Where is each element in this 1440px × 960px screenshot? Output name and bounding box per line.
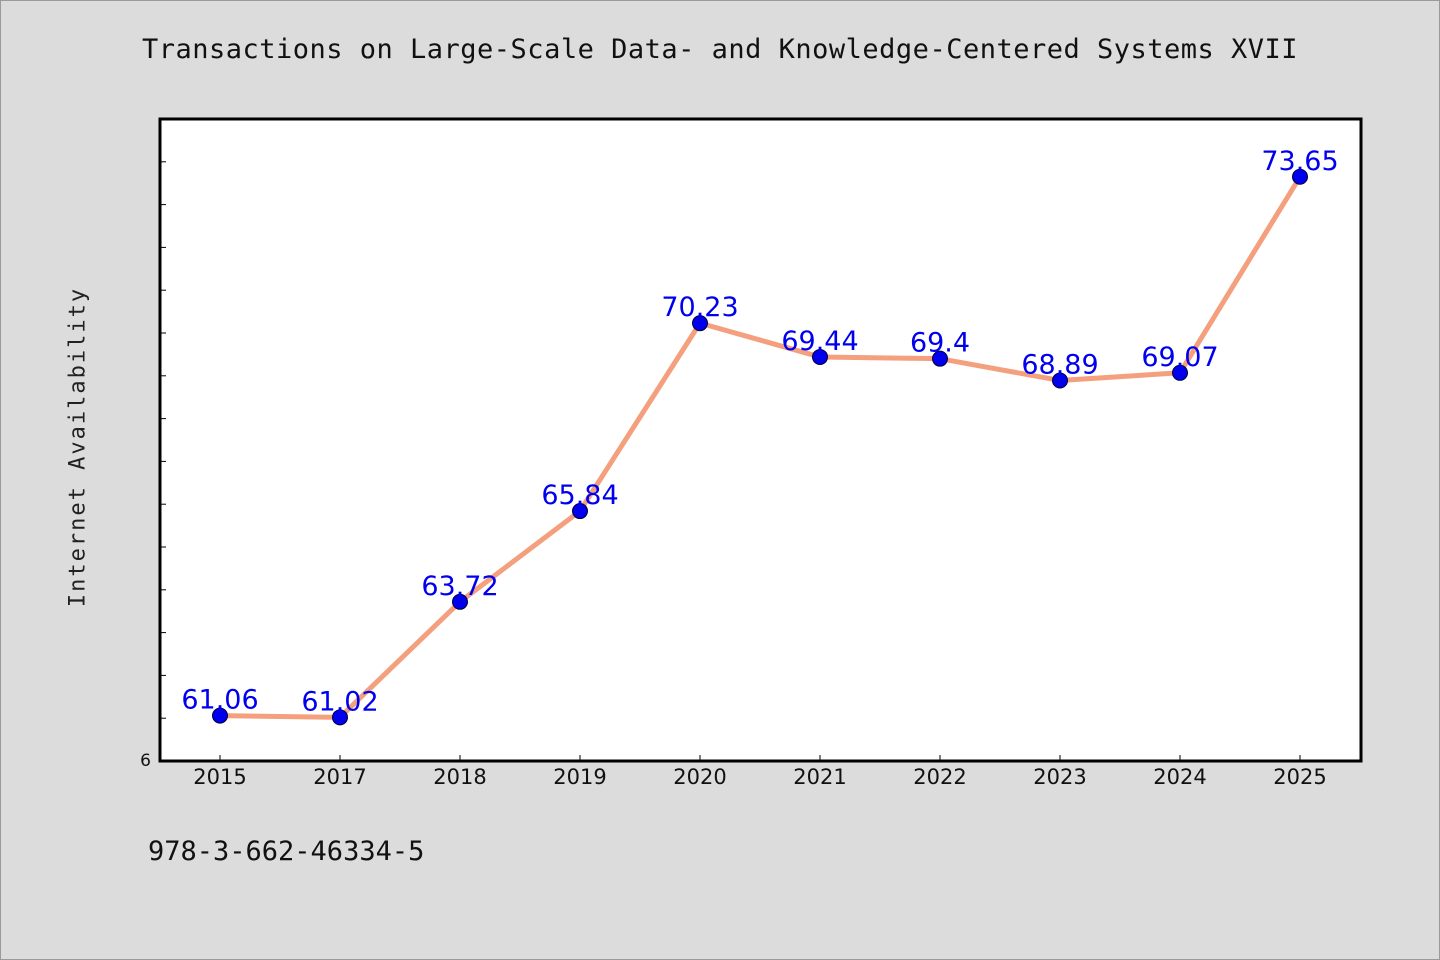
- data-labels: 61.06 61.02 63.72 65.84 70.23 69.44 69.4 68.89 6…: [181, 146, 1338, 718]
- x-tick-label: 2020: [673, 765, 726, 789]
- x-tick-label: 2017: [313, 765, 366, 789]
- data-point: [1172, 364, 1188, 381]
- series-line: [217, 174, 1303, 720]
- data-point: [452, 593, 468, 610]
- data-label: 61.02: [301, 686, 378, 717]
- isbn-text: 978-3-662-46334-5: [148, 836, 425, 867]
- data-label: 69.44: [781, 326, 858, 357]
- chart-title: Transactions on Large-Scale Data- and Kn…: [141, 34, 1299, 65]
- data-label: 73.65: [1261, 146, 1338, 177]
- data-point: [332, 709, 348, 726]
- x-tick-label: 2023: [1033, 765, 1086, 789]
- y-axis-ticks: 6: [140, 161, 166, 771]
- data-label: 68.89: [1021, 350, 1098, 381]
- data-point: [812, 348, 828, 365]
- x-tick-label: 2024: [1153, 765, 1206, 789]
- data-label: 69.07: [1141, 342, 1218, 373]
- plot-area: [158, 117, 1363, 763]
- data-label: 61.06: [181, 685, 258, 716]
- data-point: [932, 350, 948, 367]
- x-tick-label: 2015: [193, 765, 246, 789]
- data-point: [212, 707, 228, 724]
- x-tick-label: 2025: [1273, 765, 1326, 789]
- data-points: [212, 168, 1308, 726]
- x-tick-label: 2018: [433, 765, 486, 789]
- x-tick-label: 2021: [793, 765, 846, 789]
- data-point: [1292, 168, 1308, 185]
- data-label: 70.23: [661, 292, 738, 323]
- data-point: [1052, 372, 1068, 389]
- data-label: 65.84: [541, 480, 618, 511]
- y-tick-label: 6: [140, 751, 151, 771]
- x-tick-label: 2019: [553, 765, 606, 789]
- x-axis-ticks: 2015 2017 2018 2019 2020 2021 2022 2023 2024 2025: [193, 755, 1327, 789]
- data-label: 63.72: [421, 571, 498, 602]
- data-point: [692, 315, 708, 332]
- data-point: [572, 503, 588, 520]
- data-label: 69.4: [910, 328, 970, 359]
- x-tick-label: 2022: [913, 765, 966, 789]
